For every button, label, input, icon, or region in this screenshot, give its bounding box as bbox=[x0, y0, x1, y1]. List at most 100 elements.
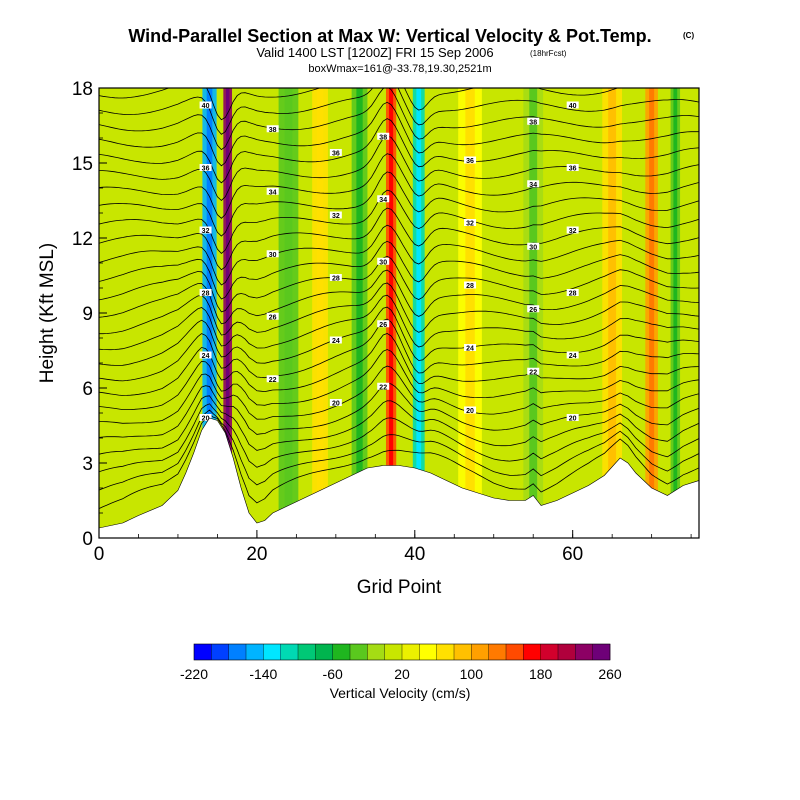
colorbar-swatch bbox=[488, 644, 507, 660]
velocity-core bbox=[225, 88, 230, 538]
theta-label-bg bbox=[329, 149, 342, 156]
colorbar-swatch bbox=[315, 644, 333, 660]
colorbar-swatch bbox=[194, 644, 212, 660]
colorbar-swatch bbox=[575, 644, 593, 660]
theta-label-bg bbox=[527, 117, 540, 125]
theta-label: 28 bbox=[569, 291, 577, 298]
title-unit: (C) bbox=[683, 31, 694, 40]
theta-label: 36 bbox=[569, 166, 577, 173]
theta-label: 36 bbox=[202, 166, 210, 173]
theta-label-bg bbox=[377, 195, 390, 203]
velocity-core bbox=[206, 88, 213, 538]
theta-label-bg bbox=[527, 242, 540, 250]
y-tick-label: 9 bbox=[82, 304, 93, 325]
theta-contour-line bbox=[99, 403, 699, 473]
y-tick-label: 15 bbox=[72, 154, 93, 175]
colorbar-swatch bbox=[592, 644, 611, 660]
theta-label-bg bbox=[199, 289, 212, 296]
theta-label-bg bbox=[266, 187, 279, 195]
colorbar-swatch bbox=[436, 644, 455, 660]
colorbar-swatch bbox=[384, 644, 403, 660]
colorbar-tick-label: 180 bbox=[529, 666, 553, 682]
theta-label-bg bbox=[566, 414, 579, 421]
chart-title: Wind-Parallel Section at Max W: Vertical… bbox=[128, 26, 651, 46]
colorbar-swatch bbox=[211, 644, 229, 660]
theta-label: 34 bbox=[269, 189, 277, 196]
theta-label-bg bbox=[464, 344, 477, 351]
theta-label-bg bbox=[464, 156, 477, 164]
x-axis-label: Grid Point bbox=[357, 577, 442, 598]
colorbar-swatch bbox=[263, 644, 281, 660]
colorbar-tick-label: -60 bbox=[323, 666, 343, 682]
y-tick-label: 6 bbox=[82, 379, 93, 400]
theta-label-bg bbox=[377, 257, 390, 265]
theta-contour-line bbox=[99, 118, 699, 184]
theta-label: 32 bbox=[569, 228, 577, 235]
theta-contour-line bbox=[99, 255, 699, 313]
colorbar-tick-label: 260 bbox=[598, 666, 622, 682]
velocity-core bbox=[389, 88, 394, 538]
colorbar-swatch bbox=[402, 644, 420, 660]
colorbar-swatch bbox=[350, 644, 368, 660]
colorbar-tick-label: 20 bbox=[394, 666, 410, 682]
colorbar-swatch bbox=[246, 644, 264, 660]
theta-label: 26 bbox=[379, 322, 387, 329]
colorbar: -220 -140 -60 20 100 180 260 bbox=[180, 643, 622, 682]
theta-label: 22 bbox=[379, 384, 387, 391]
theta-contour-line bbox=[99, 153, 699, 219]
theta-label: 20 bbox=[466, 408, 474, 415]
theta-label-bg bbox=[464, 281, 477, 289]
velocity-core bbox=[649, 88, 655, 538]
theta-label-bg bbox=[566, 164, 579, 171]
theta-label-bg bbox=[377, 382, 390, 390]
theta-label-bg bbox=[566, 101, 579, 109]
theta-label-bg bbox=[464, 406, 477, 414]
theta-label: 30 bbox=[529, 244, 537, 251]
theta-label-bg bbox=[199, 351, 212, 359]
velocity-core bbox=[673, 88, 678, 538]
theta-label: 28 bbox=[202, 291, 210, 298]
colorbar-swatch bbox=[332, 644, 351, 660]
colorbar-swatch bbox=[454, 644, 472, 660]
theta-label: 40 bbox=[569, 103, 577, 110]
theta-contour-line bbox=[99, 101, 699, 167]
velocity-bands bbox=[202, 88, 681, 538]
theta-contour-line bbox=[99, 349, 699, 411]
theta-contour-line bbox=[99, 365, 699, 424]
theta-label: 20 bbox=[202, 416, 210, 423]
theta-contours: 20 24 28 32 36 40 22 26 30 34 38 20 24 28 32 36 22 26 30 34… bbox=[99, 88, 699, 509]
theta-label: 40 bbox=[202, 103, 210, 110]
y-axis-label: Height (Kft MSL) bbox=[37, 243, 58, 383]
colorbar-swatch bbox=[540, 644, 559, 660]
velocity-core bbox=[416, 88, 422, 538]
theta-contour-line bbox=[99, 282, 699, 336]
theta-label: 22 bbox=[529, 369, 537, 376]
theta-label-bg bbox=[199, 414, 212, 421]
theta-label-bg bbox=[266, 312, 279, 320]
theta-contour-line bbox=[99, 269, 699, 325]
theta-contour-line bbox=[99, 88, 699, 151]
theta-label: 30 bbox=[269, 252, 277, 259]
theta-label-bg bbox=[527, 305, 540, 313]
theta-contour-line bbox=[99, 318, 699, 382]
theta-label: 38 bbox=[379, 134, 387, 141]
theta-label-bg bbox=[329, 274, 342, 281]
theta-contour-line bbox=[99, 88, 699, 135]
theta-label-bg bbox=[329, 336, 342, 344]
y-tick-label: 0 bbox=[82, 529, 93, 550]
theta-contour-line bbox=[99, 88, 699, 121]
theta-label: 34 bbox=[379, 197, 387, 204]
y-tick-label: 12 bbox=[72, 229, 93, 250]
theta-label: 32 bbox=[202, 228, 210, 235]
theta-contour-line bbox=[99, 306, 699, 366]
theta-label-bg bbox=[199, 101, 212, 109]
theta-label-bg bbox=[329, 399, 342, 406]
colorbar-swatch bbox=[419, 644, 437, 660]
theta-label: 38 bbox=[529, 119, 537, 126]
theta-label: 22 bbox=[269, 377, 277, 384]
y-tick-label: 18 bbox=[72, 79, 93, 100]
theta-contour-line bbox=[99, 294, 699, 351]
velocity-core bbox=[529, 88, 538, 538]
forecast-hour: (18hrFcst) bbox=[530, 49, 567, 58]
